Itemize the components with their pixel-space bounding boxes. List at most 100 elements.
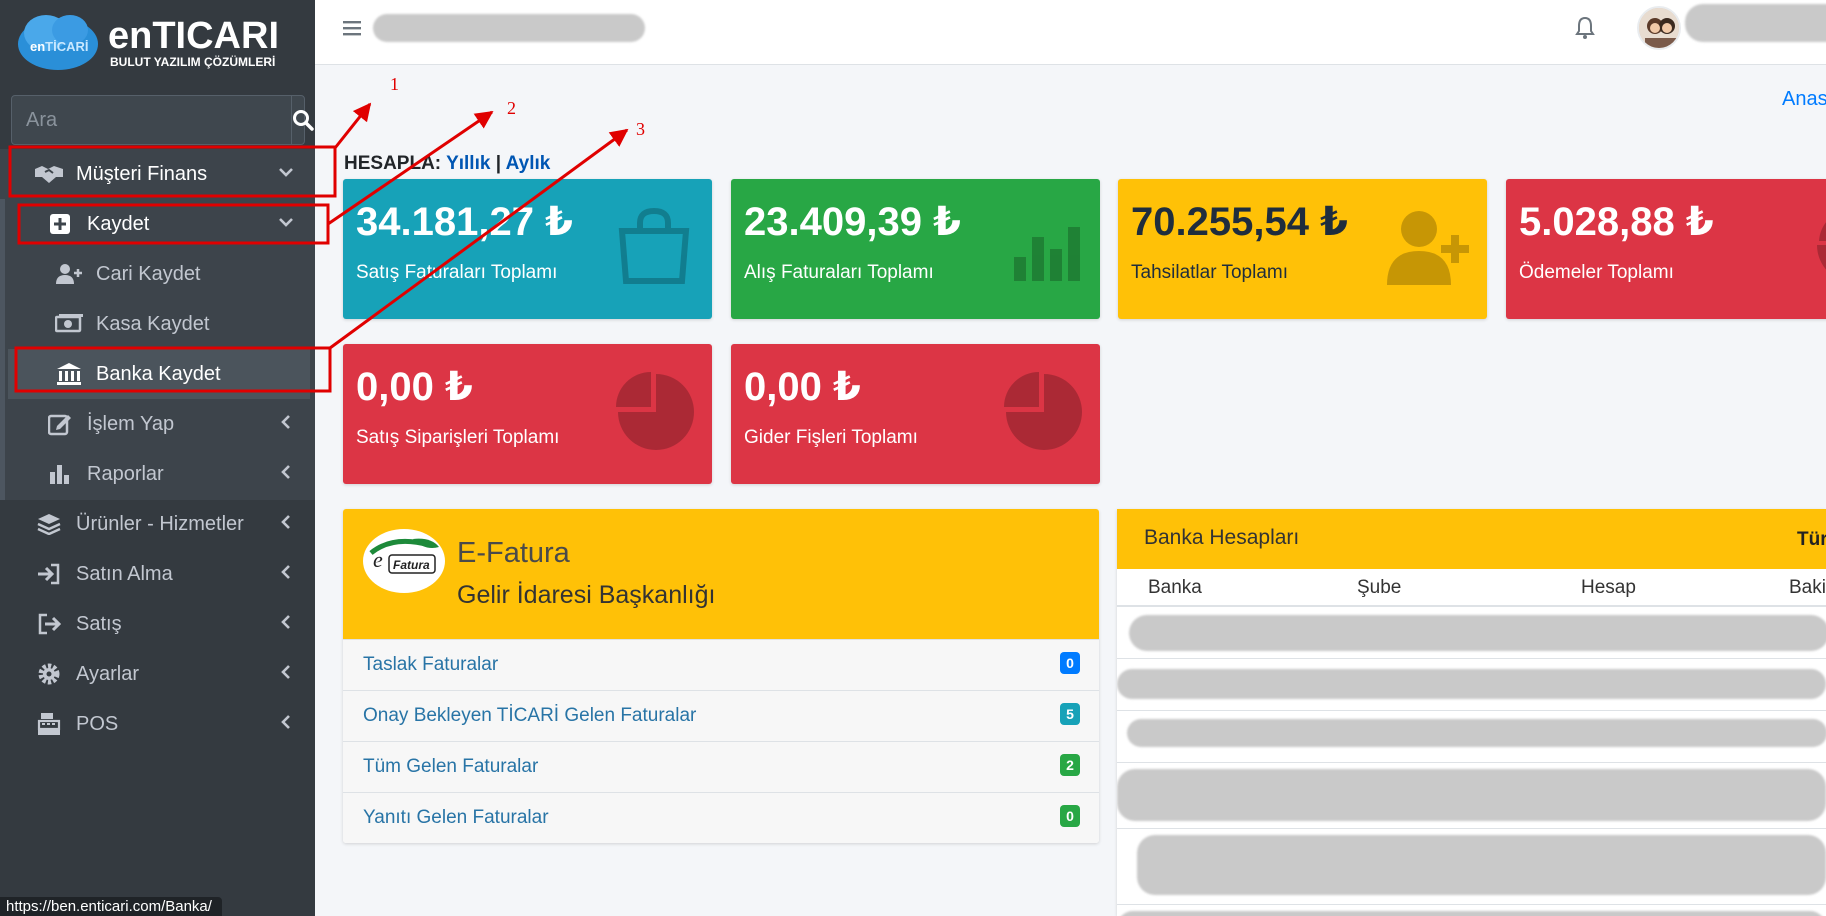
- stat-label: Tahsilatlar Toplamı: [1131, 262, 1289, 283]
- sidebar-item-label: Satın Alma: [76, 562, 173, 585]
- pie-chart-icon: [1817, 222, 1826, 270]
- sign-in-icon: [34, 559, 64, 589]
- count-badge: 5: [1060, 703, 1080, 725]
- bank-accounts-card: Banka Hesapları Tür Banka Şube Hesap Bak…: [1117, 509, 1826, 916]
- efatura-header: e Fatura E-Fatura Gelir İdaresi Başkanlığ…: [343, 509, 1099, 639]
- sidebar: enTİCARİ enTICARI BULUT YAZILIM ÇÖZÜMLER…: [0, 0, 315, 916]
- stat-label: Satış Faturaları Toplamı: [356, 262, 558, 283]
- bell-icon: [1575, 16, 1595, 39]
- sidebar-item-urunler-hizmetler[interactable]: Ürünler - Hizmetler: [0, 499, 315, 549]
- tum-gelen-faturalar-link[interactable]: Tüm Gelen Faturalar: [363, 756, 539, 777]
- stat-box-gider-fisleri[interactable]: 0,00 ₺ Gider Fişleri Toplamı: [731, 344, 1100, 484]
- stat-label: Ödemeler Toplamı: [1519, 262, 1674, 283]
- sidebar-item-kasa-kaydet[interactable]: Kasa Kaydet: [0, 299, 315, 349]
- stat-label: Gider Fişleri Toplamı: [744, 427, 918, 448]
- sign-out-icon: [34, 609, 64, 639]
- hesapla-toggle: HESAPLA: Yıllık | Aylık: [344, 153, 551, 174]
- sidebar-item-cari-kaydet[interactable]: Cari Kaydet: [0, 249, 315, 299]
- bank-icon: [54, 359, 84, 389]
- table-row[interactable]: [1117, 659, 1826, 711]
- table-row[interactable]: [1117, 829, 1826, 905]
- table-row[interactable]: [1117, 711, 1826, 763]
- annotation-label-2: 2: [507, 98, 516, 118]
- money-icon: [54, 309, 84, 339]
- search-button[interactable]: [291, 96, 314, 144]
- sidebar-item-pos[interactable]: POS: [0, 699, 315, 749]
- breadcrumb-home-link[interactable]: Anasa: [1782, 88, 1826, 110]
- sidebar-item-kaydet[interactable]: Kaydet: [0, 199, 315, 249]
- sidebar-item-label: Kaydet: [87, 212, 150, 235]
- efatura-logo: e Fatura: [363, 529, 445, 593]
- user-avatar[interactable]: [1637, 6, 1681, 50]
- stat-box-alis-faturalari[interactable]: 23.409,39 ₺ Alış Faturaları Toplamı: [731, 179, 1100, 319]
- chevron-left-icon: [281, 465, 290, 479]
- chevron-left-icon: [281, 665, 290, 679]
- bar-chart-icon: [45, 459, 75, 489]
- handshake-icon: [34, 159, 64, 189]
- stat-value: 0,00 ₺: [744, 365, 861, 409]
- list-item[interactable]: Yanıtı Gelen Faturalar 0: [343, 792, 1099, 843]
- pie-chart-icon: [1004, 372, 1082, 450]
- sidebar-item-label: İşlem Yap: [87, 412, 175, 435]
- menu-toggle-button[interactable]: [343, 18, 361, 43]
- taslak-faturalar-link[interactable]: Taslak Faturalar: [363, 654, 499, 675]
- yaniti-gelen-faturalar-link[interactable]: Yanıtı Gelen Faturalar: [363, 807, 549, 828]
- gear-icon: [34, 659, 64, 689]
- table-row[interactable]: [1117, 763, 1826, 829]
- notifications-button[interactable]: [1575, 16, 1595, 45]
- stat-box-tahsilatlar[interactable]: 70.255,54 ₺ Tahsilatlar Toplamı: [1118, 179, 1487, 319]
- stat-value: 70.255,54 ₺: [1131, 200, 1348, 244]
- column-header-hesap: Hesap: [1581, 577, 1636, 598]
- sidebar-item-satis[interactable]: Satış: [0, 599, 315, 649]
- sidebar-item-label: Banka Kaydet: [96, 362, 221, 385]
- user-plus-icon: [54, 259, 84, 289]
- sidebar-item-label: Ayarlar: [76, 662, 139, 685]
- chevron-left-icon: [281, 515, 290, 529]
- chevron-left-icon: [281, 615, 290, 629]
- brand-logo[interactable]: enTİCARİ enTICARI BULUT YAZILIM ÇÖZÜMLER…: [0, 0, 315, 80]
- stat-box-satis-siparisleri[interactable]: 0,00 ₺ Satış Siparişleri Toplamı: [343, 344, 712, 484]
- stat-box-satis-faturalari[interactable]: 34.181,27 ₺ Satış Faturaları Toplamı: [343, 179, 712, 319]
- yearly-link[interactable]: Yıllık: [446, 153, 491, 174]
- shopping-bag-icon: [618, 207, 690, 284]
- redacted-company-name: [373, 14, 645, 42]
- list-item[interactable]: Tüm Gelen Faturalar 2: [343, 741, 1099, 792]
- annotation-arrow-1: [333, 102, 372, 149]
- column-header-bakiye: Baki: [1789, 577, 1826, 598]
- efatura-card: e Fatura E-Fatura Gelir İdaresi Başkanlığ…: [343, 509, 1099, 843]
- list-item[interactable]: Onay Bekleyen TİCARİ Gelen Faturalar 5: [343, 690, 1099, 741]
- table-row[interactable]: [1117, 905, 1826, 916]
- svg-text:enTİCARİ: enTİCARİ: [30, 39, 89, 54]
- table-row[interactable]: [1117, 607, 1826, 659]
- sidebar-item-label: Cari Kaydet: [96, 262, 201, 285]
- svg-text:Fatura: Fatura: [393, 558, 430, 572]
- monthly-link[interactable]: Aylık: [505, 153, 551, 174]
- count-badge: 2: [1060, 754, 1080, 776]
- sidebar-item-islem-yap[interactable]: İşlem Yap: [0, 399, 315, 449]
- plus-square-icon: [45, 209, 75, 239]
- table-header: Banka Şube Hesap Baki: [1117, 569, 1826, 607]
- bank-accounts-header: Banka Hesapları Tür: [1117, 509, 1826, 569]
- sidebar-item-ayarlar[interactable]: Ayarlar: [0, 649, 315, 699]
- efatura-subtitle: Gelir İdaresi Başkanlığı: [457, 581, 716, 609]
- sidebar-item-raporlar[interactable]: Raporlar: [0, 449, 315, 499]
- sidebar-item-musteri-finans[interactable]: Müşteri Finans: [0, 149, 315, 199]
- user-plus-icon: [1387, 211, 1469, 285]
- svg-text:e: e: [373, 547, 383, 572]
- search-input[interactable]: [12, 96, 291, 144]
- sidebar-item-banka-kaydet[interactable]: Banka Kaydet: [8, 349, 310, 399]
- bar-chart-icon: [1014, 227, 1080, 281]
- annotation-label-3: 3: [636, 119, 645, 139]
- list-item[interactable]: Taslak Faturalar 0: [343, 639, 1099, 690]
- sidebar-search: [11, 95, 314, 145]
- sidebar-item-satin-alma[interactable]: Satın Alma: [0, 549, 315, 599]
- onay-bekleyen-faturalar-link[interactable]: Onay Bekleyen TİCARİ Gelen Faturalar: [363, 705, 697, 726]
- sidebar-item-label: Müşteri Finans: [76, 162, 208, 185]
- column-header-banka: Banka: [1148, 577, 1202, 598]
- bank-accounts-type-label: Tür: [1797, 529, 1826, 550]
- count-badge: 0: [1060, 652, 1080, 674]
- svg-text:enTICARI: enTICARI: [108, 15, 279, 57]
- top-navbar: [315, 0, 1826, 65]
- stat-box-odemeler[interactable]: 5.028,88 ₺ Ödemeler Toplamı: [1506, 179, 1826, 319]
- layers-icon: [34, 509, 64, 539]
